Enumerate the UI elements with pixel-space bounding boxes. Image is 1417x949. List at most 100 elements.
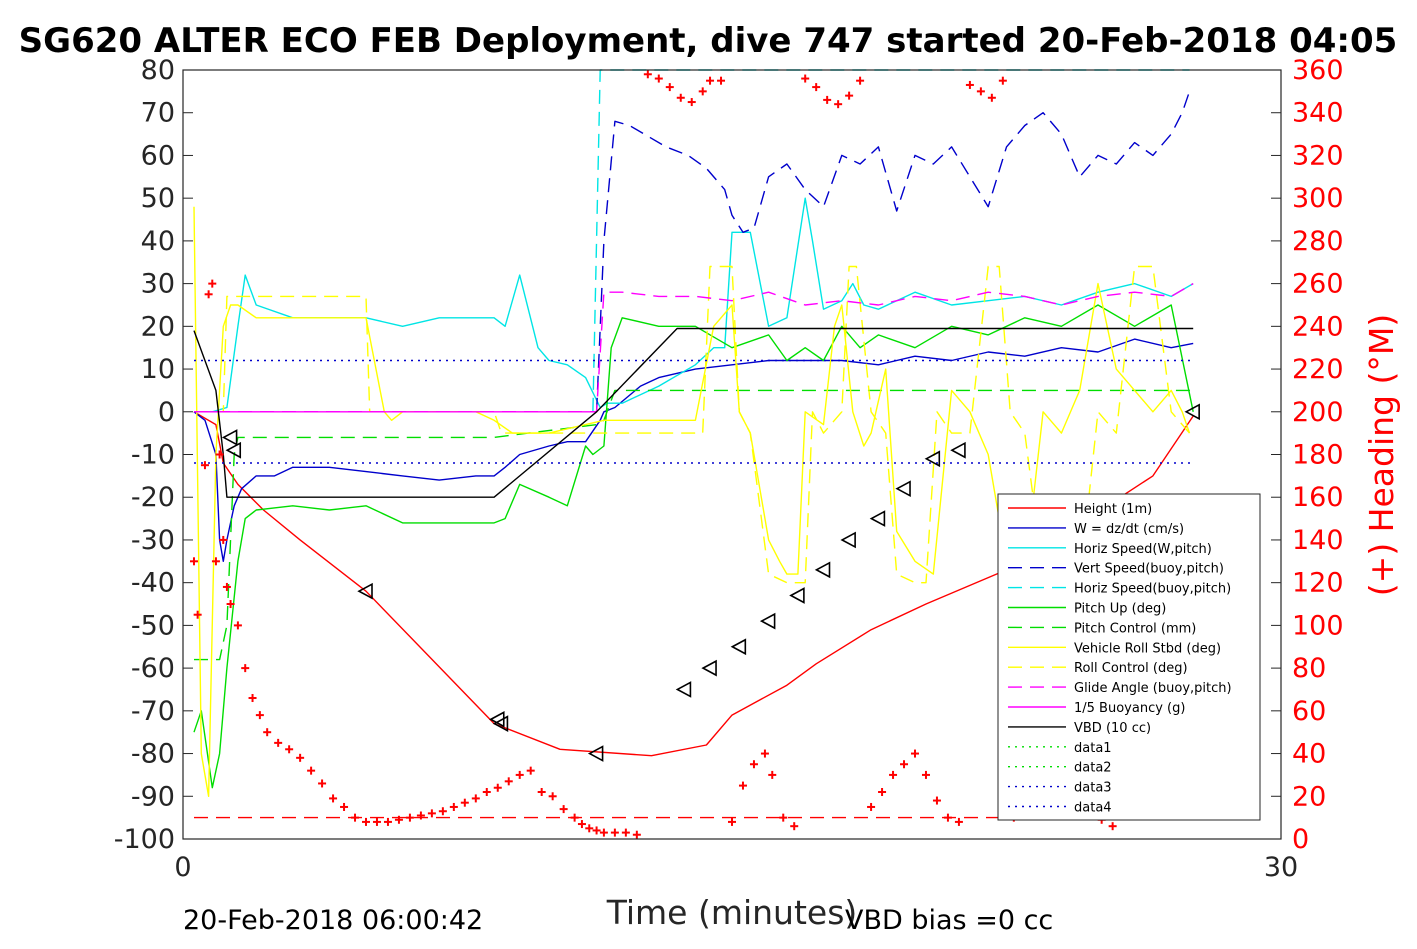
heading-point xyxy=(954,817,963,826)
y-tick-label: -90 xyxy=(131,781,175,812)
heading-point xyxy=(834,100,843,109)
heading-point xyxy=(577,820,586,829)
legend-label: Horiz Speed(buoy,pitch) xyxy=(1074,582,1231,597)
heading-point xyxy=(362,817,370,826)
heading-point xyxy=(878,788,887,797)
legend-label: VBD (10 cc) xyxy=(1074,721,1151,736)
heading-point xyxy=(515,770,524,779)
legend-entry-data3: data3 xyxy=(1008,781,1112,796)
height-marker xyxy=(789,587,805,604)
y-tick-label: -100 xyxy=(114,824,175,855)
legend-entry-pitch-up-deg: Pitch Up (deg) xyxy=(1008,602,1166,617)
legend-entry-glide-angle-buoy-pitch: Glide Angle (buoy,pitch) xyxy=(1008,681,1232,696)
series-line-pitch-up-deg xyxy=(193,304,1194,789)
heading-point xyxy=(263,728,272,737)
heading-point xyxy=(665,83,674,92)
legend-entry-vehicle-roll-stbd-deg: Vehicle Roll Stbd (deg) xyxy=(1008,641,1221,656)
heading-point xyxy=(632,830,641,839)
heading-point xyxy=(537,788,546,797)
heading-point xyxy=(643,70,652,79)
heading-point xyxy=(976,87,985,96)
legend-label: Pitch Control (mm) xyxy=(1074,621,1196,636)
y-right-tick-label: 340 xyxy=(1292,98,1344,129)
height-marker xyxy=(759,612,776,630)
heading-point xyxy=(676,93,685,102)
heading-point xyxy=(340,802,349,811)
chart-title: SG620 ALTER ECO FEB Deployment, dive 747… xyxy=(19,21,1398,61)
heading-point xyxy=(372,817,381,826)
x-tick-label: 30 xyxy=(1264,852,1298,883)
heading-point xyxy=(599,828,608,837)
series-line-vbd-10-cc xyxy=(193,327,1194,498)
heading-point xyxy=(211,557,220,566)
heading-point xyxy=(749,760,758,769)
height-marker xyxy=(924,450,941,468)
series-line-vert-speed-buoy-pitch xyxy=(595,91,1191,412)
heading-point xyxy=(482,788,491,797)
heading-point xyxy=(856,76,865,85)
y-right-tick-label: 20 xyxy=(1292,781,1326,812)
y-right-tick-label: 60 xyxy=(1292,696,1326,727)
height-marker xyxy=(840,531,856,549)
height-marker xyxy=(357,582,373,600)
heading-point xyxy=(383,817,392,826)
series-line-glide-angle-buoy-pitch xyxy=(194,282,1194,413)
y-right-tick-label: 0 xyxy=(1292,824,1309,855)
heading-point xyxy=(738,781,747,790)
heading-point xyxy=(222,582,231,591)
legend-entry-data4: data4 xyxy=(1008,801,1112,816)
heading-point xyxy=(585,824,594,833)
heading-point xyxy=(921,770,930,779)
heading-point xyxy=(248,694,257,703)
x-axis-label: Time (minutes) xyxy=(606,893,858,932)
y-right-tick-label: 300 xyxy=(1292,183,1344,214)
heading-point xyxy=(189,557,198,566)
height-marker xyxy=(950,441,966,459)
heading-point xyxy=(943,813,952,822)
heading-point xyxy=(438,807,447,816)
heading-point xyxy=(900,760,909,769)
y-tick-label: -60 xyxy=(131,653,175,684)
legend-entry-horiz-speed-w-pitch: Horiz Speed(W,pitch) xyxy=(1008,542,1212,557)
heading-point xyxy=(889,770,898,779)
heading-point xyxy=(548,792,557,801)
y-right-tick-label: 220 xyxy=(1292,354,1344,385)
y-tick-label: 40 xyxy=(141,226,175,257)
legend-label: Pitch Up (deg) xyxy=(1074,602,1166,617)
heading-point xyxy=(233,621,242,630)
heading-point xyxy=(255,711,264,720)
y-tick-label: 20 xyxy=(141,311,175,342)
legend-entry-vert-speed-buoy-pitch: Vert Speed(buoy,pitch) xyxy=(1008,562,1224,577)
heading-point xyxy=(760,749,769,758)
right-axis-label: (+) Heading (°M) xyxy=(1362,314,1401,596)
series-line-vehicle-roll-stbd-deg xyxy=(193,206,1191,797)
legend-label: W = dz/dt (cm/s) xyxy=(1074,522,1184,537)
y-tick-label: -70 xyxy=(131,696,175,727)
legend-entry-height-1m: Height (1m) xyxy=(1008,502,1152,517)
heading-point xyxy=(296,753,305,762)
heading-point xyxy=(559,805,568,814)
heading-point xyxy=(621,828,630,837)
heading-point xyxy=(318,779,327,788)
height-marker xyxy=(225,441,242,459)
footer-vbd-bias: VBD bias =0 cc xyxy=(845,905,1053,936)
heading-point xyxy=(779,813,788,822)
legend-label: data2 xyxy=(1074,761,1112,776)
height-marker xyxy=(730,638,747,656)
legend-label: Vehicle Roll Stbd (deg) xyxy=(1074,641,1221,656)
height-marker xyxy=(814,561,831,579)
heading-point xyxy=(504,777,513,786)
y-tick-label: -20 xyxy=(131,482,175,513)
heading-point xyxy=(570,813,579,822)
x-tick-label: 0 xyxy=(174,852,191,883)
heading-point xyxy=(717,76,726,85)
height-marker xyxy=(221,429,238,446)
heading-point xyxy=(845,91,854,100)
heading-point xyxy=(416,811,425,820)
heading-point xyxy=(394,815,403,824)
heading-point xyxy=(654,74,663,83)
heading-point xyxy=(987,93,996,102)
heading-point xyxy=(687,98,696,107)
heading-point xyxy=(801,74,810,83)
